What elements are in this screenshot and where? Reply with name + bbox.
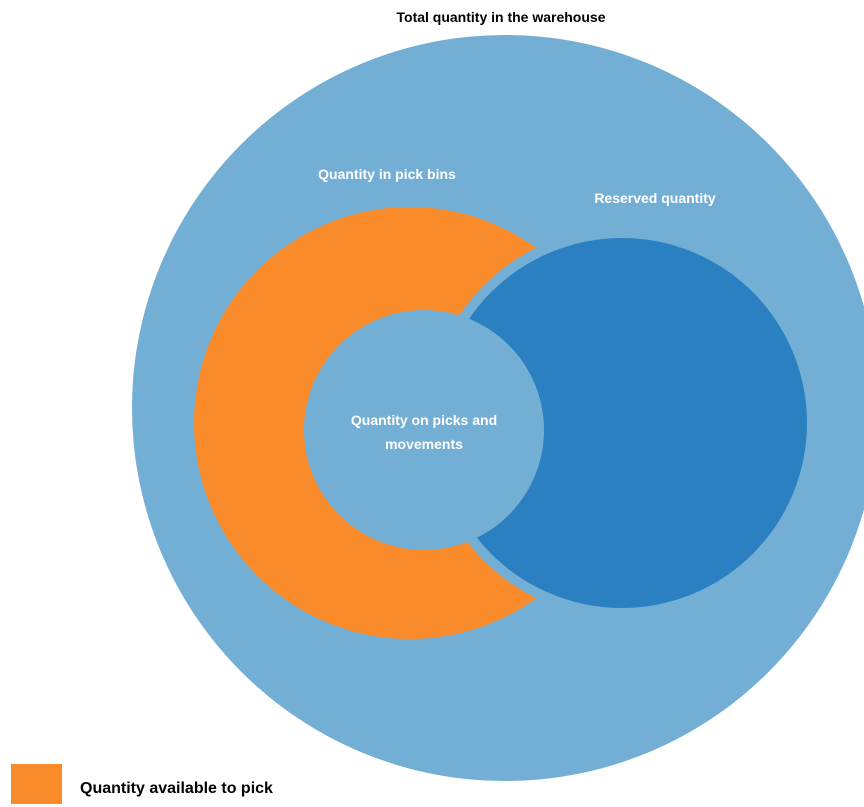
reserved-label: Reserved quantity xyxy=(594,190,716,206)
outer-label: Total quantity in the warehouse xyxy=(397,9,606,25)
legend-label: Quantity available to pick xyxy=(80,780,273,797)
reserved-quantity-circle xyxy=(437,238,807,608)
picks-movements-label-line2: movements xyxy=(385,436,463,452)
picks-movements-label-line1: Quantity on picks and xyxy=(351,412,497,428)
pick-bins-label: Quantity in pick bins xyxy=(318,166,456,182)
legend-swatch xyxy=(11,764,62,804)
legend: Quantity available to pick xyxy=(11,764,273,804)
picks-movements-circle xyxy=(304,310,544,550)
